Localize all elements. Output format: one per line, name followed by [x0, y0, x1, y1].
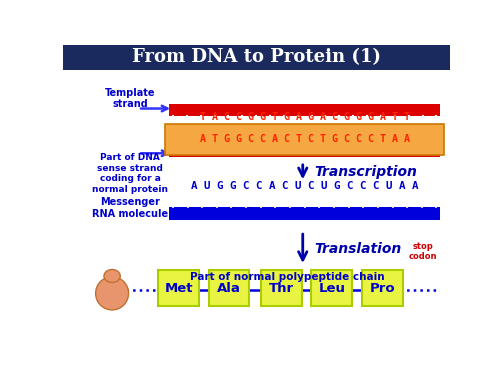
Bar: [169, 207, 440, 220]
FancyBboxPatch shape: [261, 270, 302, 306]
Text: Translation: Translation: [314, 242, 402, 256]
Text: Leu: Leu: [318, 282, 345, 295]
Text: Messenger
RNA molecule: Messenger RNA molecule: [92, 197, 168, 219]
FancyBboxPatch shape: [312, 270, 352, 306]
Ellipse shape: [104, 270, 120, 282]
Text: Template
strand: Template strand: [105, 88, 156, 109]
Text: Met: Met: [164, 282, 193, 295]
Text: Part of DNA
sense strand
coding for a
normal protein: Part of DNA sense strand coding for a no…: [92, 153, 168, 194]
FancyBboxPatch shape: [209, 270, 250, 306]
Text: A T G G C C A C T C T G C C C T A A: A T G G C C A C T C T G C C C T A A: [200, 134, 410, 144]
FancyBboxPatch shape: [165, 124, 444, 155]
Text: Transcription: Transcription: [314, 165, 417, 179]
FancyBboxPatch shape: [362, 270, 403, 306]
Bar: [62, 45, 450, 70]
Text: T A C C G G T G A G A C G G G A T T: T A C C G G T G A G A C G G G A T T: [200, 112, 410, 122]
Bar: [169, 104, 440, 116]
Text: stop
codon: stop codon: [408, 242, 437, 261]
Bar: [169, 147, 440, 157]
Text: Thr: Thr: [269, 282, 294, 295]
Text: A U G G C C A C U C U G C C C U A A: A U G G C C A C U C U G C C C U A A: [191, 182, 418, 192]
Text: Pro: Pro: [370, 282, 395, 295]
Text: Ala: Ala: [217, 282, 241, 295]
Text: Part of normal polypeptide chain: Part of normal polypeptide chain: [190, 273, 384, 282]
FancyBboxPatch shape: [158, 270, 199, 306]
Text: From DNA to Protein (1): From DNA to Protein (1): [132, 48, 381, 66]
Ellipse shape: [96, 277, 128, 310]
